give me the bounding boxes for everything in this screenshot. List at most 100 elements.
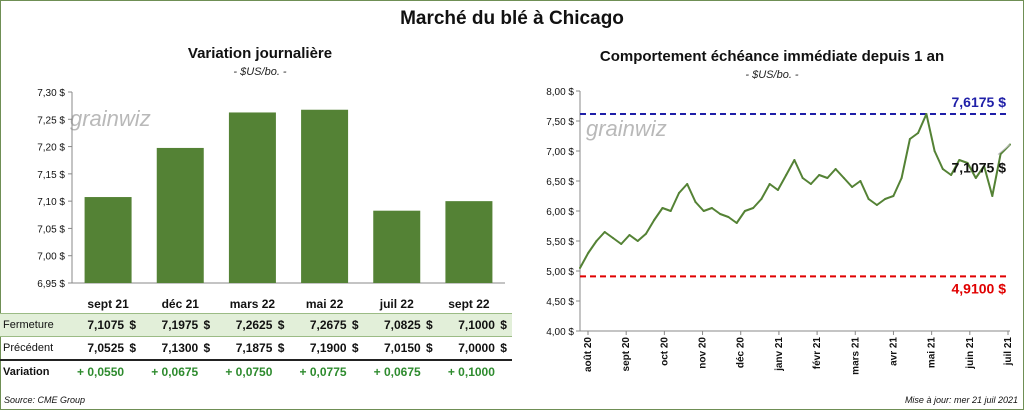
table-row: Fermeture 7,1075 $7,1975 $7,2625 $7,2675 $7,0… <box>0 313 512 337</box>
price-point <box>628 234 631 236</box>
price-point <box>950 174 953 176</box>
cell-value: + 0,0550 <box>77 365 125 379</box>
table-cell: 7,0150 $ <box>363 336 438 361</box>
price-point <box>752 207 755 209</box>
price-point <box>801 177 804 179</box>
x-tick-label: juin 21 <box>965 337 976 370</box>
price-point <box>661 207 664 209</box>
price-point <box>719 213 722 215</box>
y-tick-label: 7,25 $ <box>37 115 65 126</box>
price-point <box>727 216 730 218</box>
low-label: 4,9100 $ <box>952 280 1007 296</box>
y-tick-label: 7,30 $ <box>37 88 65 99</box>
price-point <box>917 132 920 134</box>
price-point <box>809 183 812 185</box>
table-cell: + 0,1000 <box>438 360 512 383</box>
price-point <box>611 237 614 239</box>
cell-unit: $ <box>351 318 359 332</box>
price-point <box>603 231 606 233</box>
source-note: Source: CME Group <box>4 395 86 405</box>
price-point <box>925 112 928 115</box>
price-point <box>900 177 903 179</box>
price-point <box>669 210 672 212</box>
price-point <box>735 222 738 224</box>
y-tick-label: 7,20 $ <box>37 143 65 154</box>
bar <box>445 201 493 283</box>
x-tick-label: janv 21 <box>774 337 785 372</box>
table-cell: + 0,0675 <box>141 360 215 383</box>
y-tick-label: 5,50 $ <box>546 237 574 248</box>
x-tick-label: oct 20 <box>659 337 670 366</box>
price-point <box>991 195 994 197</box>
x-tick-label: sept 20 <box>621 337 632 372</box>
y-tick-label: 6,50 $ <box>546 177 574 188</box>
table-cell: + 0,0550 <box>67 360 141 383</box>
x-tick-label: juil 21 <box>1003 337 1014 367</box>
cell-value: 7,0150 <box>384 341 421 355</box>
y-tick-label: 6,95 $ <box>37 279 65 290</box>
watermark: grainwiz <box>586 116 667 141</box>
main-title: Marché du blé à Chicago <box>400 8 624 29</box>
table-cell: 7,1900 $ <box>289 336 364 361</box>
price-point <box>983 165 986 167</box>
price-point <box>636 240 639 242</box>
price-point <box>859 180 862 182</box>
price-point <box>760 198 763 200</box>
price-point <box>884 198 887 200</box>
price-point <box>595 240 598 242</box>
x-tick-label: févr 21 <box>812 337 823 370</box>
bar <box>228 112 276 283</box>
cell-value: 7,1000 <box>458 318 495 332</box>
cell-value: 7,1075 <box>87 318 125 332</box>
bar <box>373 210 421 283</box>
x-tick-label: sept 21 <box>87 297 129 311</box>
table-cell: 7,2625 $ <box>215 313 290 337</box>
price-point <box>579 267 581 269</box>
price-point <box>941 168 944 170</box>
y-tick-label: 7,00 $ <box>546 147 574 158</box>
price-point <box>686 183 689 185</box>
price-point <box>892 195 895 197</box>
left-chart-title: Variation journalière <box>187 45 333 62</box>
line-chart: grainwiz 4,00 $ 4,50 $ 5,00 $ 5,50 $ 6,00 $ 6,… <box>546 87 1014 375</box>
price-point <box>826 177 829 179</box>
y-tick-label: 7,10 $ <box>37 197 65 208</box>
cell-value: 7,2625 <box>235 318 273 332</box>
y-tick-label: 5,00 $ <box>546 267 574 278</box>
x-tick-label: avr 21 <box>888 337 899 366</box>
cell-value: 7,1900 <box>309 341 347 355</box>
bar <box>301 109 349 283</box>
table-cell: 7,0000 $ <box>437 336 512 361</box>
price-point <box>908 138 911 140</box>
price-point <box>999 153 1002 155</box>
last-value-label: 7,1075 $ <box>952 160 1007 176</box>
cell-value: 7,0825 <box>384 318 421 332</box>
bar <box>84 197 132 283</box>
price-point <box>966 162 969 164</box>
y-tick-label: 7,15 $ <box>37 170 65 181</box>
y-tick-label: 4,00 $ <box>546 327 574 338</box>
cell-value: + 0,0675 <box>373 365 421 379</box>
price-point <box>851 186 854 188</box>
price-point <box>702 210 705 212</box>
y-tick-label: 8,00 $ <box>546 87 574 98</box>
price-point <box>776 189 779 191</box>
cell-unit: $ <box>277 318 285 332</box>
x-tick-label: déc 20 <box>736 337 747 369</box>
price-point <box>974 177 977 179</box>
cell-unit: $ <box>426 318 433 332</box>
x-tick-label: juil 22 <box>379 297 414 311</box>
bar <box>156 147 204 283</box>
price-point <box>743 210 746 212</box>
table-cell: 7,1875 $ <box>215 336 290 361</box>
cell-value: + 0,1000 <box>447 365 495 379</box>
cell-unit: $ <box>500 341 507 355</box>
y-tick-label: 4,50 $ <box>546 297 574 308</box>
update-note: Mise à jour: mer 21 juil 2021 <box>904 395 1018 405</box>
y-tick-label: 7,05 $ <box>37 224 65 235</box>
high-label: 7,6175 $ <box>952 94 1007 110</box>
row-label: Précédent <box>0 336 67 361</box>
price-point <box>875 204 878 206</box>
y-tick-label: 7,50 $ <box>546 117 574 128</box>
x-tick-label: mai 22 <box>306 297 344 311</box>
